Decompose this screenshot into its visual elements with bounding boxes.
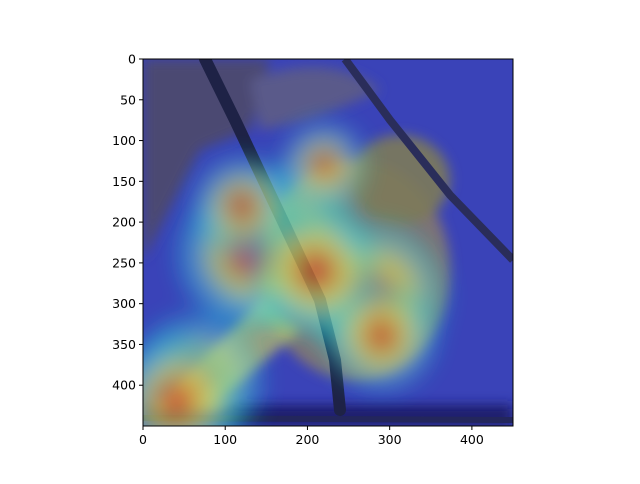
y-tick-label: 50 (120, 92, 136, 107)
axes-frame (142, 58, 514, 427)
x-tick-label: 200 (296, 432, 320, 447)
y-tick-label: 100 (112, 133, 136, 148)
y-tick-label: 400 (112, 378, 136, 393)
y-tick-label: 200 (112, 215, 136, 230)
heat-spot (294, 249, 338, 293)
x-tick-label: 300 (378, 432, 402, 447)
heat-spot (363, 318, 400, 355)
y-tick-label: 350 (112, 337, 136, 352)
image-area (143, 59, 513, 426)
y-axis: 0 50 100 150 200 250 300 350 400 (112, 52, 143, 393)
heat-spot (154, 380, 198, 423)
photo-leaf (250, 67, 380, 130)
photo-branch-right (341, 59, 513, 263)
x-tick-label: 0 (139, 432, 147, 447)
x-tick-label: 100 (213, 432, 237, 447)
heat-spot (225, 189, 258, 222)
heat-spot (310, 151, 338, 179)
x-tick-label: 400 (460, 432, 484, 447)
y-tick-label: 250 (112, 255, 136, 270)
x-axis: 0 100 200 300 400 (139, 426, 484, 447)
heatmap-overlay (143, 124, 445, 426)
y-tick-label: 0 (128, 52, 136, 67)
y-tick-label: 150 (112, 174, 136, 189)
photo-foliage (143, 59, 270, 260)
y-tick-label: 300 (112, 296, 136, 311)
